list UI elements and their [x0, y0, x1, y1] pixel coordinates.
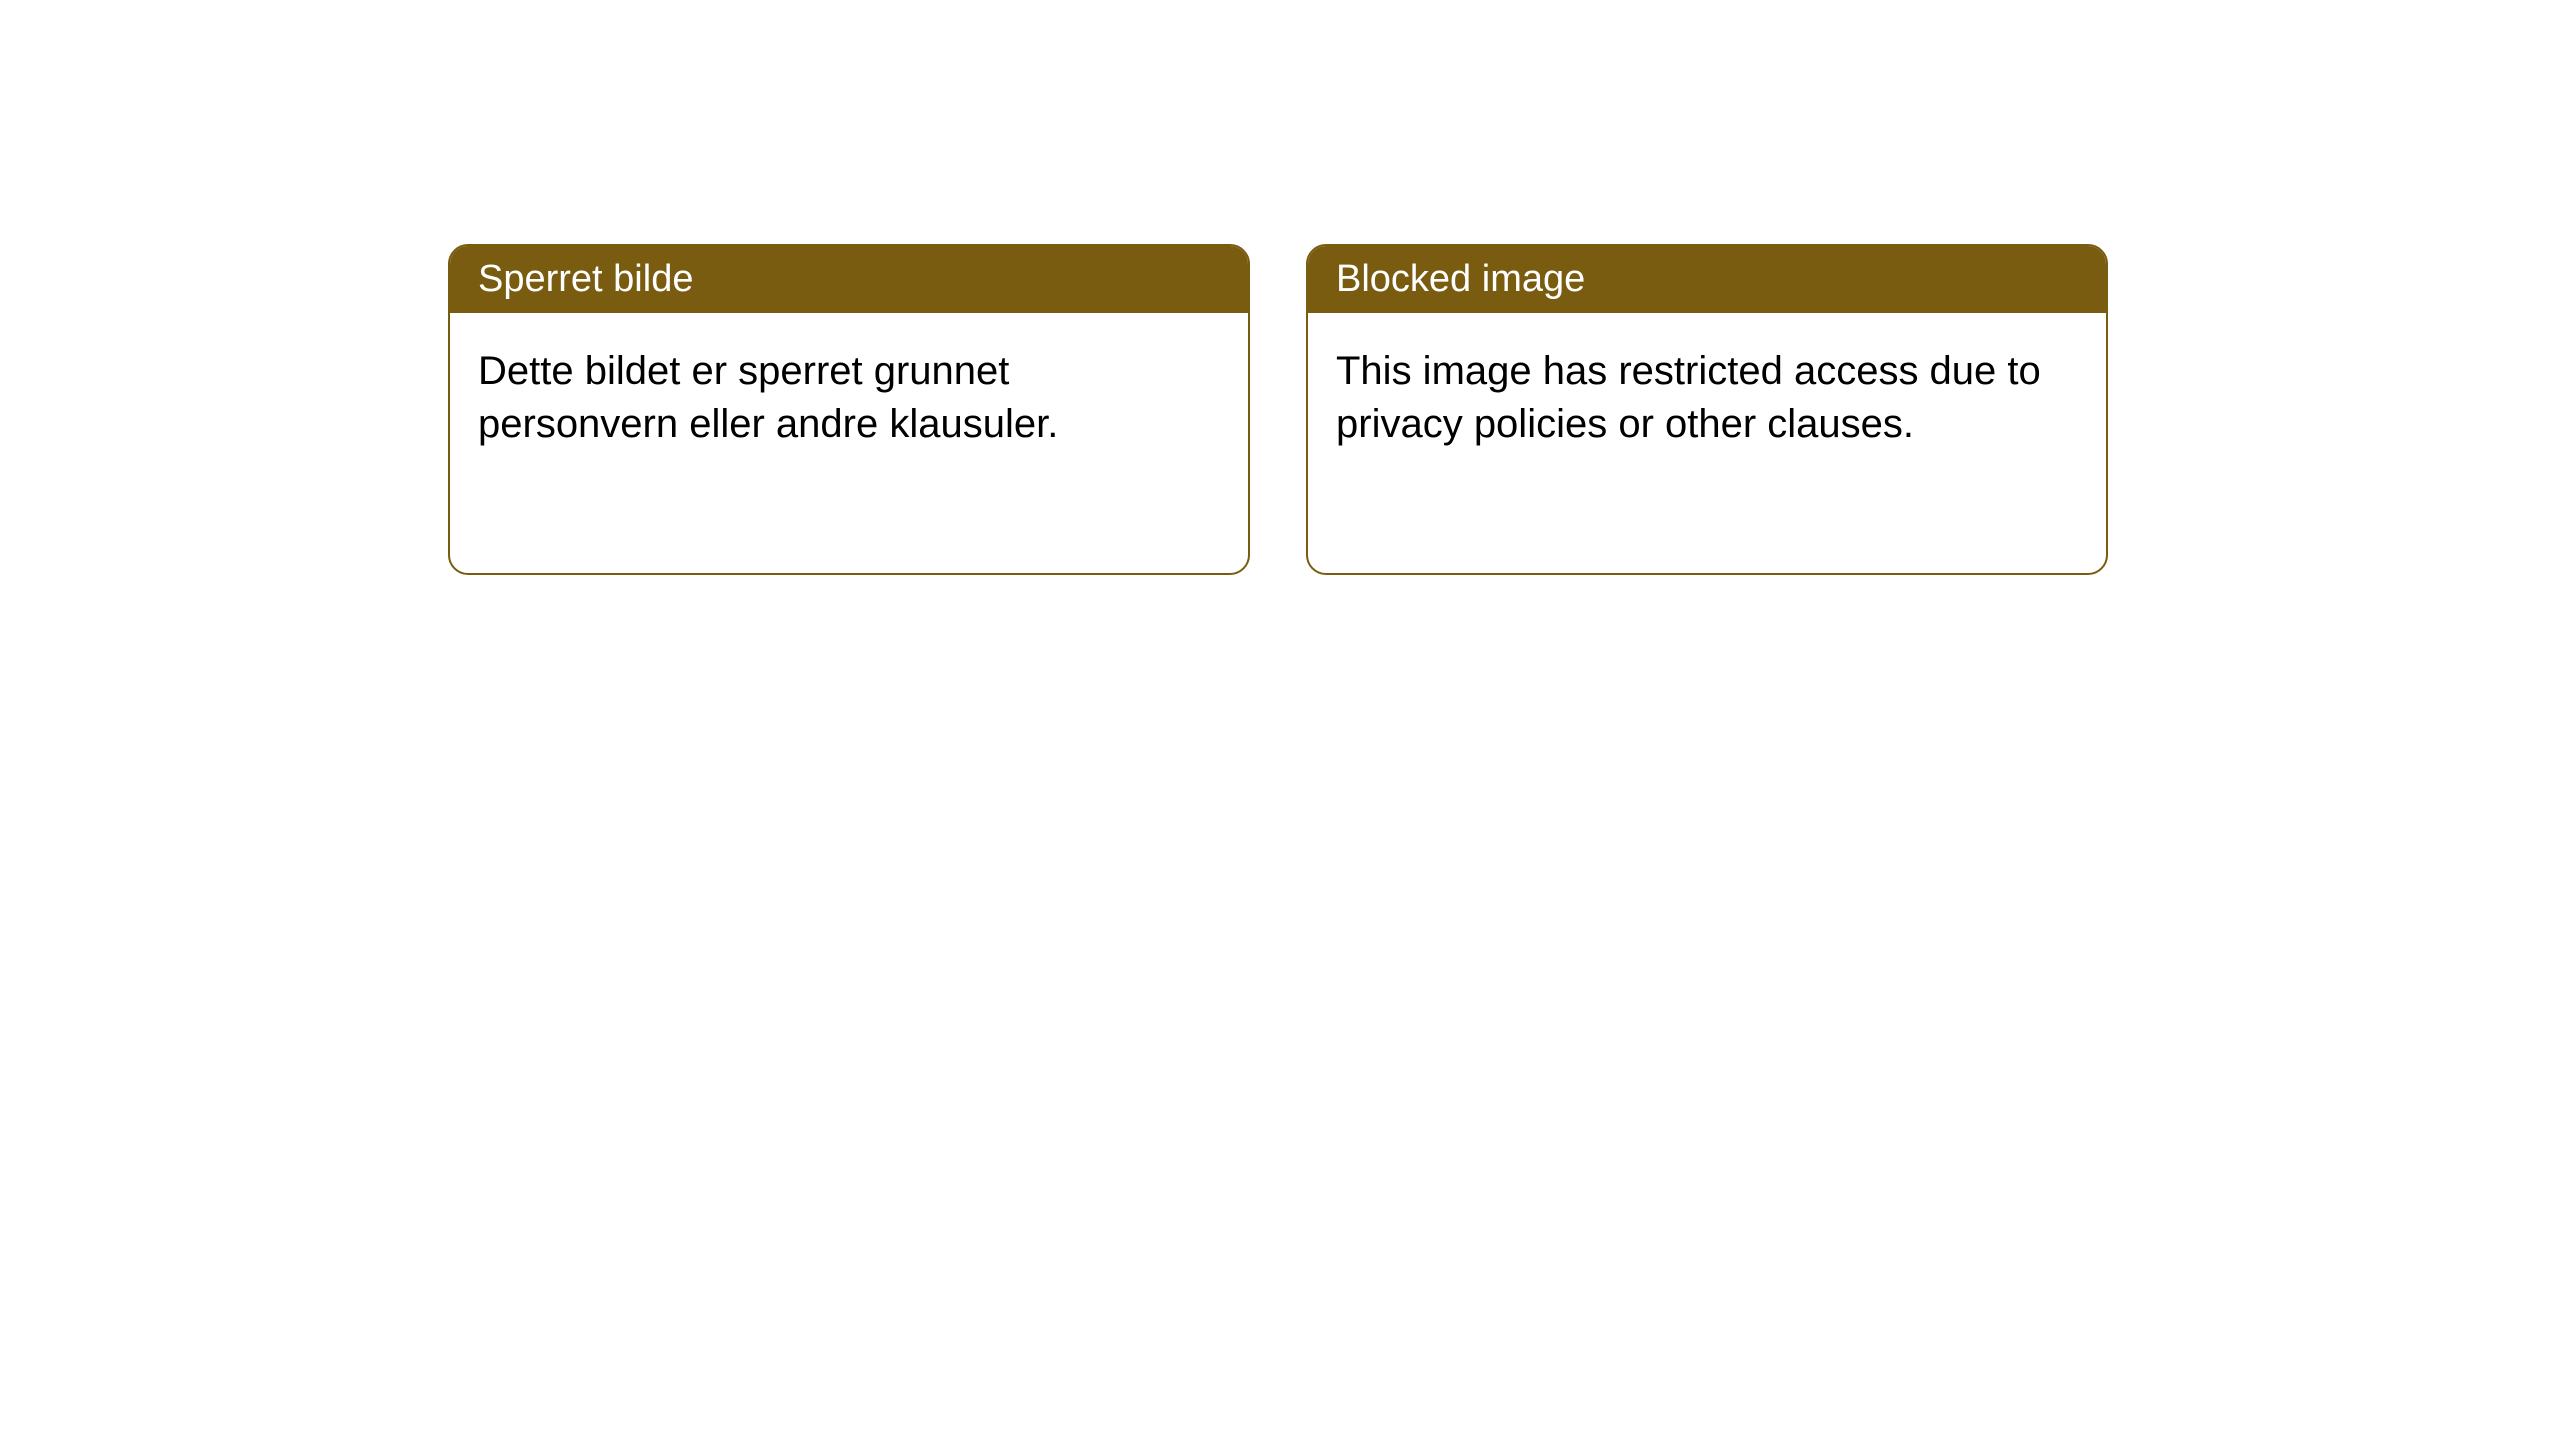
notice-card-norwegian: Sperret bilde Dette bildet er sperret gr… [448, 244, 1250, 575]
card-title-english: Blocked image [1336, 258, 1585, 300]
card-text-english: This image has restricted access due to … [1336, 349, 2041, 446]
card-header-english: Blocked image [1308, 246, 2106, 313]
card-body-norwegian: Dette bildet er sperret grunnet personve… [450, 313, 1248, 573]
card-body-english: This image has restricted access due to … [1308, 313, 2106, 573]
card-header-norwegian: Sperret bilde [450, 246, 1248, 313]
card-text-norwegian: Dette bildet er sperret grunnet personve… [478, 349, 1058, 446]
card-title-norwegian: Sperret bilde [478, 258, 693, 300]
notice-cards-container: Sperret bilde Dette bildet er sperret gr… [448, 244, 2108, 575]
notice-card-english: Blocked image This image has restricted … [1306, 244, 2108, 575]
